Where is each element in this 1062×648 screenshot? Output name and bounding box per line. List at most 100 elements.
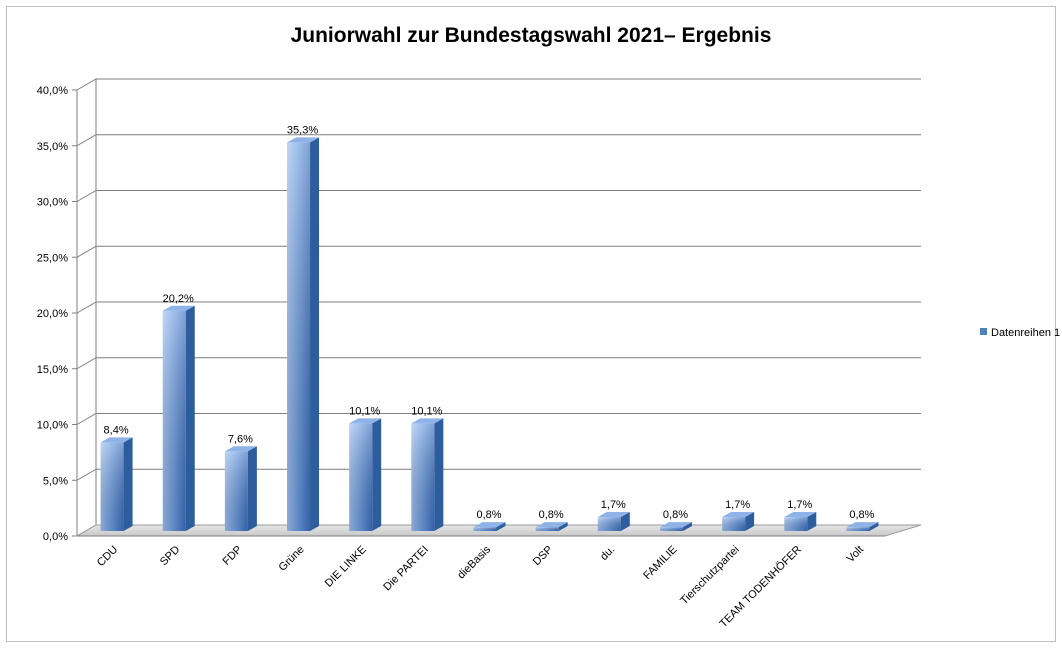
chart-title: Juniorwahl zur Bundestagswahl 2021– Erge… xyxy=(290,24,772,47)
bar-shade xyxy=(349,423,373,531)
bar xyxy=(846,522,879,531)
y-tick-label: 20,0% xyxy=(37,308,68,320)
data-label: 10,1% xyxy=(411,405,442,417)
bar-top xyxy=(224,446,257,452)
bar-top xyxy=(411,418,444,424)
x-tick-label: FDP xyxy=(220,544,244,568)
y-tick-label: 25,0% xyxy=(37,252,68,264)
y-tick-label: 15,0% xyxy=(37,364,68,376)
bar-top xyxy=(846,522,879,528)
bar-side xyxy=(869,522,879,531)
bar-shade xyxy=(784,517,808,531)
bar-side xyxy=(620,512,630,531)
bar-side xyxy=(496,522,506,531)
y-tick-label: 30,0% xyxy=(37,197,68,209)
bar xyxy=(287,137,320,531)
gridlines xyxy=(76,78,921,537)
bar-top xyxy=(659,522,692,528)
y-tick-label: 5,0% xyxy=(43,475,68,487)
y-tick-label: 10,0% xyxy=(37,420,68,432)
bar xyxy=(473,522,506,531)
bar-top xyxy=(597,512,630,518)
gridline xyxy=(76,413,921,425)
bar-side xyxy=(807,512,817,531)
data-label: 8,4% xyxy=(104,424,129,436)
x-tick-label: FAMILIE xyxy=(641,544,679,582)
data-label: 1,7% xyxy=(787,499,812,511)
bar-shade xyxy=(597,517,621,531)
x-tick-label: DIE LINKE xyxy=(323,544,369,590)
data-label: 20,2% xyxy=(163,293,194,305)
x-tick-label: Grüne xyxy=(277,544,307,574)
bar-shade xyxy=(287,142,311,531)
data-label: 1,7% xyxy=(725,499,750,511)
bar-shade xyxy=(411,423,435,531)
legend: Datenreihen 1 xyxy=(980,326,1062,340)
x-tick-label: Volt xyxy=(845,544,866,565)
data-label: 35,3% xyxy=(287,124,318,136)
bar-side xyxy=(310,137,320,531)
y-axis: 0,0% 5,0% 10,0% 15,0% 20,0% 25,0% 30,0% 35,0% 40… xyxy=(37,79,97,543)
gridline xyxy=(76,357,921,370)
bar xyxy=(535,522,568,531)
x-tick-label: DSP xyxy=(531,544,555,568)
bar-top xyxy=(100,437,133,443)
legend-label: Datenreihen 1 xyxy=(991,327,1061,339)
bar-side xyxy=(247,446,257,531)
y-tick-label: 35,0% xyxy=(37,141,68,153)
x-tick-label: Die PARTEI xyxy=(381,544,431,594)
y-tick-label: 0,0% xyxy=(43,531,68,543)
bar-shade xyxy=(473,527,497,531)
gridline xyxy=(76,190,921,202)
bar-top xyxy=(473,522,506,528)
bar-side xyxy=(745,512,755,531)
bar-top xyxy=(349,418,382,424)
bar-top xyxy=(784,512,817,518)
bar-side xyxy=(185,305,195,531)
bar-shade xyxy=(722,517,746,531)
gridline xyxy=(76,245,921,258)
x-axis-labels: CDU SPD FDP Grüne DIE LINKE Die PARTEI dieBasi… xyxy=(95,543,866,630)
x-tick-label: SPD xyxy=(158,544,183,569)
data-label: 10,1% xyxy=(349,405,380,417)
bar xyxy=(597,512,630,531)
bar xyxy=(100,437,133,531)
bar-side xyxy=(372,418,382,531)
x-tick-label: du. xyxy=(598,544,617,563)
legend-swatch xyxy=(980,328,987,335)
bar-shade xyxy=(535,527,559,531)
x-tick-label: dieBasis xyxy=(455,543,493,581)
data-label: 0,8% xyxy=(849,509,874,521)
bar-top xyxy=(722,512,755,518)
bar-top xyxy=(535,522,568,528)
gridline xyxy=(76,78,921,91)
bar-side xyxy=(682,522,692,531)
bar-side xyxy=(123,437,133,531)
gridline xyxy=(76,301,921,314)
bar-shade xyxy=(659,527,683,531)
bar xyxy=(224,446,257,531)
gridline xyxy=(76,468,921,481)
bar-shade xyxy=(162,310,186,531)
bar xyxy=(162,305,195,531)
bars xyxy=(100,137,879,531)
data-label: 7,6% xyxy=(228,433,253,445)
bar xyxy=(722,512,755,531)
data-label: 0,8% xyxy=(476,509,501,521)
bar-top xyxy=(162,305,195,311)
bar-side xyxy=(434,418,444,531)
bar-shade xyxy=(224,451,248,531)
bar-shade xyxy=(100,442,124,531)
bar xyxy=(349,418,382,531)
x-tick-label: CDU xyxy=(95,544,120,569)
data-label: 0,8% xyxy=(663,509,688,521)
bar xyxy=(411,418,444,531)
data-label: 0,8% xyxy=(539,509,564,521)
y-tick-label: 40,0% xyxy=(37,85,68,97)
data-label: 1,7% xyxy=(601,499,626,511)
bar xyxy=(659,522,692,531)
bar-side xyxy=(558,522,568,531)
bar xyxy=(784,512,817,531)
bar-shade xyxy=(846,527,870,531)
